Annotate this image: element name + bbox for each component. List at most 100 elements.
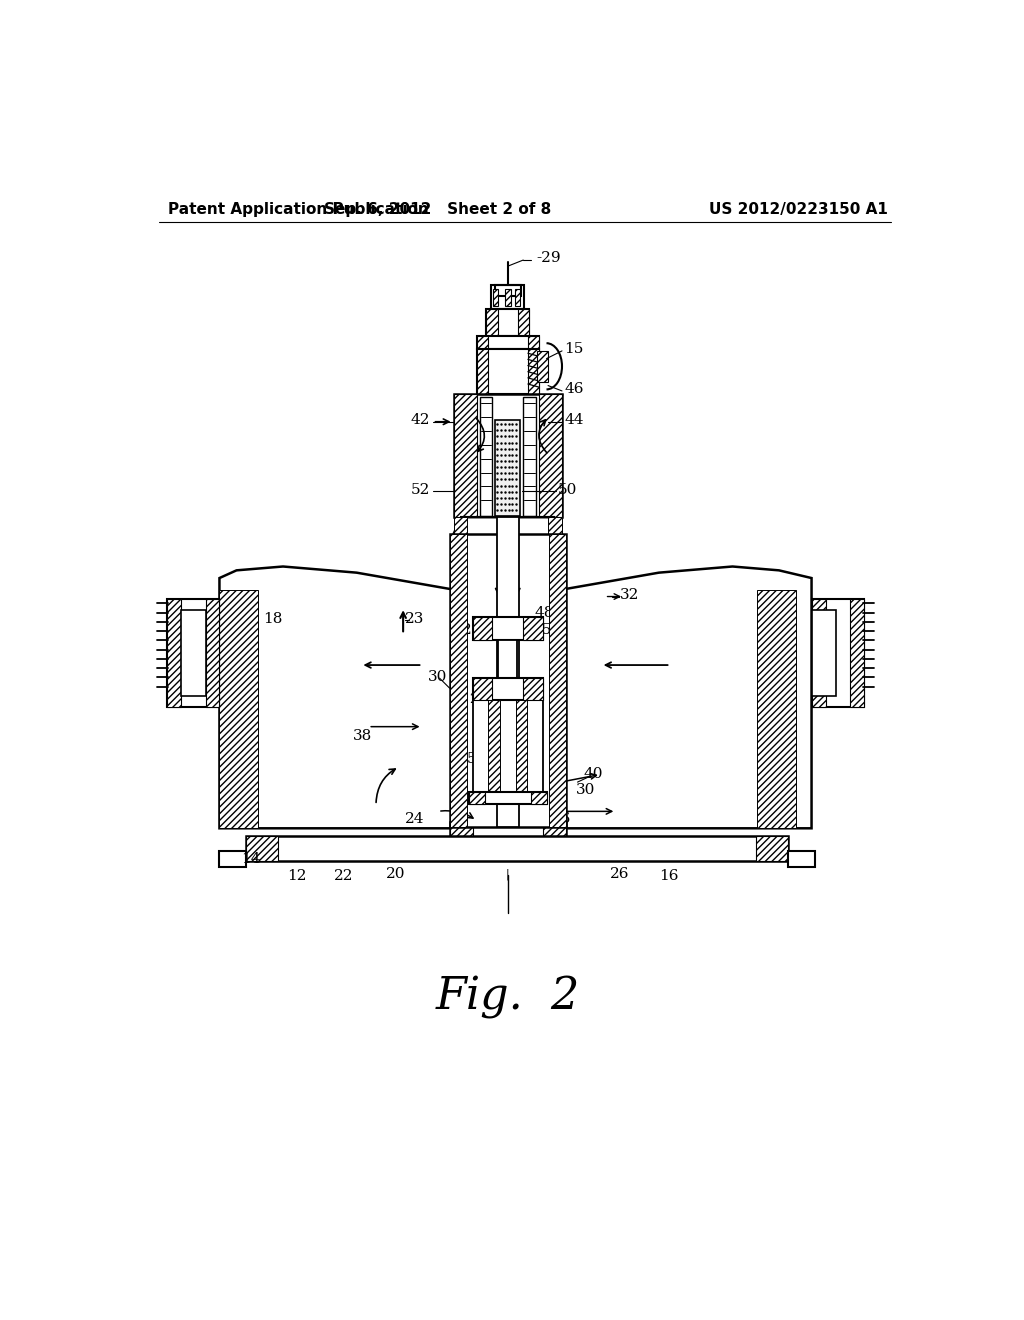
Bar [506, 289, 511, 306]
Bar [469, 792, 547, 804]
Bar [499, 640, 517, 678]
Text: 44: 44 [564, 413, 584, 428]
Bar [496, 420, 520, 516]
Text: 30: 30 [575, 783, 595, 797]
Text: 26: 26 [610, 867, 630, 882]
Bar [180, 610, 206, 696]
Bar [518, 309, 529, 335]
Bar [477, 350, 539, 395]
Bar [493, 289, 498, 306]
Text: Patent Application Publication: Patent Application Publication [168, 202, 429, 218]
Bar [206, 599, 219, 706]
Text: Fig.  2: Fig. 2 [435, 975, 580, 1019]
Text: 22: 22 [334, 869, 353, 883]
Text: 40: 40 [584, 767, 603, 781]
Bar [531, 517, 554, 535]
Text: 42: 42 [411, 413, 430, 428]
Polygon shape [562, 566, 812, 829]
Bar [246, 836, 788, 861]
Text: 48: 48 [535, 606, 554, 619]
Bar [167, 599, 180, 706]
Bar [495, 285, 521, 296]
Text: 25: 25 [532, 623, 552, 638]
Bar [461, 517, 554, 535]
Bar [167, 599, 219, 706]
Text: 36: 36 [552, 812, 571, 826]
Bar [454, 395, 477, 517]
Text: 14: 14 [241, 853, 260, 866]
Text: 52: 52 [411, 483, 430, 496]
Text: 57: 57 [482, 706, 498, 719]
Text: US 2012/0223150 A1: US 2012/0223150 A1 [710, 202, 888, 218]
Text: -29: -29 [537, 252, 561, 265]
Bar [473, 616, 543, 640]
Bar [531, 792, 547, 804]
Bar [756, 836, 788, 861]
Bar [523, 678, 543, 700]
Bar [812, 610, 837, 696]
Bar [454, 517, 467, 610]
Bar [492, 285, 524, 309]
Bar [450, 822, 473, 837]
Bar [486, 309, 498, 335]
Bar [477, 335, 487, 350]
Text: 74: 74 [450, 717, 469, 731]
Bar [450, 535, 566, 826]
Bar [549, 535, 566, 826]
Bar [469, 792, 484, 804]
Bar [515, 700, 527, 792]
Text: 32: 32 [621, 587, 640, 602]
Text: |: | [506, 869, 510, 880]
Bar [812, 599, 825, 706]
Bar [521, 700, 543, 792]
Polygon shape [454, 517, 562, 590]
Bar [480, 397, 493, 516]
Text: 16: 16 [659, 869, 679, 883]
Text: 18: 18 [263, 612, 283, 626]
Bar [497, 517, 518, 826]
Bar [477, 335, 539, 350]
Bar [548, 517, 562, 610]
Bar [788, 851, 815, 867]
Bar [486, 309, 529, 335]
Bar [758, 590, 796, 829]
Bar [528, 350, 539, 395]
Bar [812, 599, 864, 706]
Bar [539, 395, 562, 517]
Text: 23: 23 [406, 612, 424, 626]
Bar [473, 678, 543, 700]
Text: 27: 27 [463, 623, 481, 638]
Bar [488, 700, 500, 792]
Polygon shape [219, 566, 454, 829]
Bar [450, 535, 467, 826]
Text: Sep. 6, 2012   Sheet 2 of 8: Sep. 6, 2012 Sheet 2 of 8 [325, 202, 552, 218]
Bar [473, 700, 495, 792]
Text: 74: 74 [549, 717, 568, 731]
Text: 12: 12 [287, 869, 307, 883]
Bar [515, 289, 520, 306]
Text: 30: 30 [428, 669, 447, 684]
Bar [523, 616, 543, 640]
Bar [850, 599, 864, 706]
Text: 24: 24 [406, 812, 425, 826]
Text: 15: 15 [564, 342, 584, 356]
Text: 21: 21 [469, 693, 484, 706]
Text: 50: 50 [558, 483, 578, 496]
Bar [219, 851, 246, 867]
Bar [246, 836, 279, 861]
Bar [454, 395, 562, 517]
Bar [543, 822, 566, 837]
Bar [473, 616, 493, 640]
Text: 46: 46 [564, 383, 584, 396]
Bar [523, 397, 536, 516]
Bar [473, 678, 493, 700]
Bar [477, 350, 487, 395]
Bar [461, 517, 484, 535]
Bar [450, 822, 566, 837]
Bar [488, 700, 527, 792]
Bar [528, 335, 539, 350]
Text: 20: 20 [386, 867, 406, 882]
Bar [219, 590, 258, 829]
Bar [538, 351, 548, 381]
Text: 38: 38 [353, 729, 373, 743]
